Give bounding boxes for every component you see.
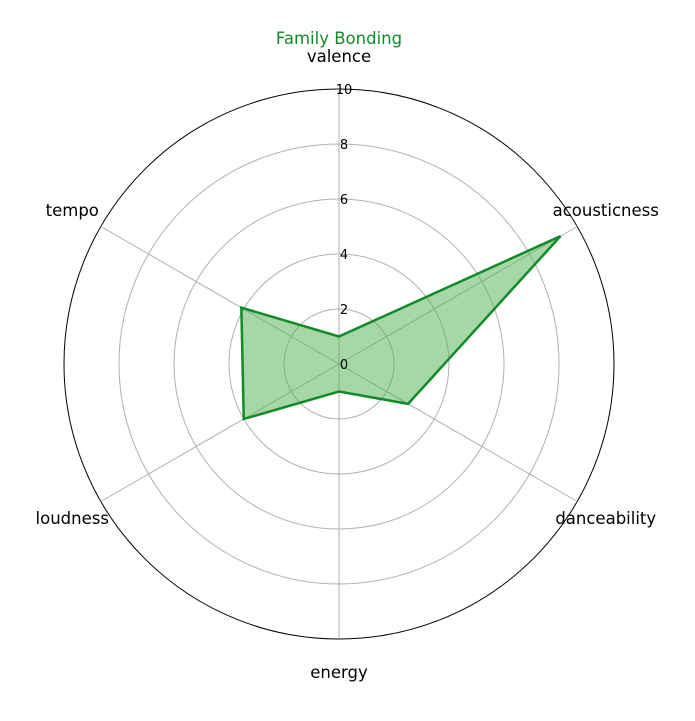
category-label-acousticness: acousticness bbox=[553, 201, 659, 220]
category-label-danceability: danceability bbox=[555, 509, 656, 528]
radial-tick-labels: 0 2 4 6 8 10 bbox=[336, 83, 353, 373]
series-layer bbox=[240, 234, 562, 421]
series-area bbox=[241, 236, 561, 419]
radial-tick-label: 6 bbox=[340, 193, 348, 208]
chart-title: Family Bonding bbox=[276, 29, 402, 48]
radial-tick-label: 10 bbox=[336, 83, 353, 98]
radial-tick-label: 8 bbox=[340, 138, 348, 153]
category-label-loudness: loudness bbox=[36, 509, 109, 528]
category-label-energy: energy bbox=[310, 663, 368, 682]
radial-tick-label: 2 bbox=[340, 303, 348, 318]
category-label-tempo: tempo bbox=[46, 201, 99, 220]
radial-grid bbox=[63, 88, 615, 640]
radial-tick-label: 4 bbox=[340, 248, 348, 263]
category-labels: valence acousticness danceability energy lou… bbox=[36, 47, 659, 682]
category-label-valence: valence bbox=[307, 47, 371, 66]
radial-tick-label: 0 bbox=[340, 358, 348, 373]
